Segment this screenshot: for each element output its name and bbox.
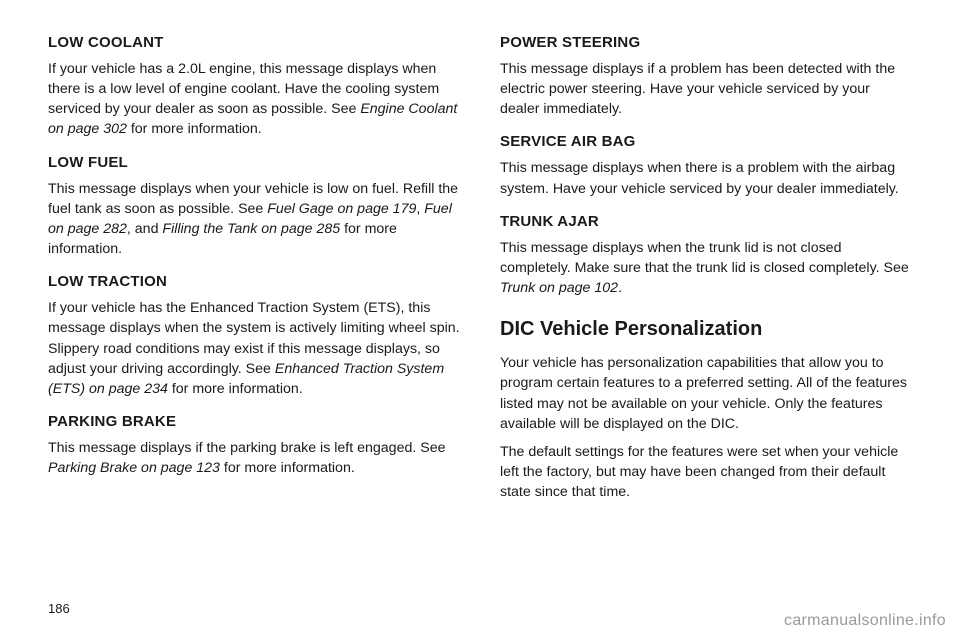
para-personalization-1: Your vehicle has personalization capabil… (500, 353, 912, 434)
heading-service-airbag: SERVICE AIR BAG (500, 133, 912, 150)
heading-parking-brake: PARKING BRAKE (48, 413, 460, 430)
ref-trunk: Trunk on page 102 (500, 280, 618, 296)
ref-filling-tank: Filling the Tank on page 285 (162, 221, 340, 237)
heading-power-steering: POWER STEERING (500, 34, 912, 51)
para-service-airbag: This message displays when there is a pr… (500, 158, 912, 198)
manual-page: LOW COOLANT If your vehicle has a 2.0L e… (0, 0, 960, 510)
para-trunk-ajar: This message displays when the trunk lid… (500, 238, 912, 298)
page-number: 186 (48, 601, 70, 616)
text: This message displays if the parking bra… (48, 440, 445, 456)
para-personalization-2: The default settings for the features we… (500, 442, 912, 502)
text: This message displays when the trunk lid… (500, 240, 909, 276)
para-low-traction: If your vehicle has the Enhanced Tractio… (48, 298, 460, 399)
heading-low-traction: LOW TRACTION (48, 273, 460, 290)
left-column: LOW COOLANT If your vehicle has a 2.0L e… (48, 34, 460, 510)
text: for more information. (168, 381, 303, 397)
heading-low-fuel: LOW FUEL (48, 154, 460, 171)
right-column: POWER STEERING This message displays if … (500, 34, 912, 510)
text: for more information. (220, 460, 355, 476)
text: . (618, 280, 622, 296)
para-parking-brake: This message displays if the parking bra… (48, 438, 460, 478)
section-dic-personalization: DIC Vehicle Personalization (500, 318, 912, 341)
heading-low-coolant: LOW COOLANT (48, 34, 460, 51)
heading-trunk-ajar: TRUNK AJAR (500, 213, 912, 230)
text: for more information. (127, 121, 262, 137)
watermark: carmanualsonline.info (784, 612, 946, 630)
para-low-fuel: This message displays when your vehicle … (48, 179, 460, 260)
text: , and (127, 221, 163, 237)
ref-parking-brake: Parking Brake on page 123 (48, 460, 220, 476)
ref-fuel-gage: Fuel Gage on page 179 (267, 201, 416, 217)
para-low-coolant: If your vehicle has a 2.0L engine, this … (48, 59, 460, 140)
para-power-steering: This message displays if a problem has b… (500, 59, 912, 119)
